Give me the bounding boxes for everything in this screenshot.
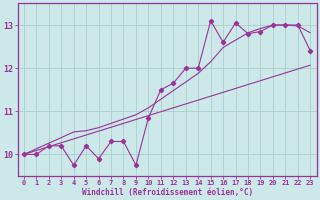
X-axis label: Windchill (Refroidissement éolien,°C): Windchill (Refroidissement éolien,°C): [82, 188, 253, 197]
